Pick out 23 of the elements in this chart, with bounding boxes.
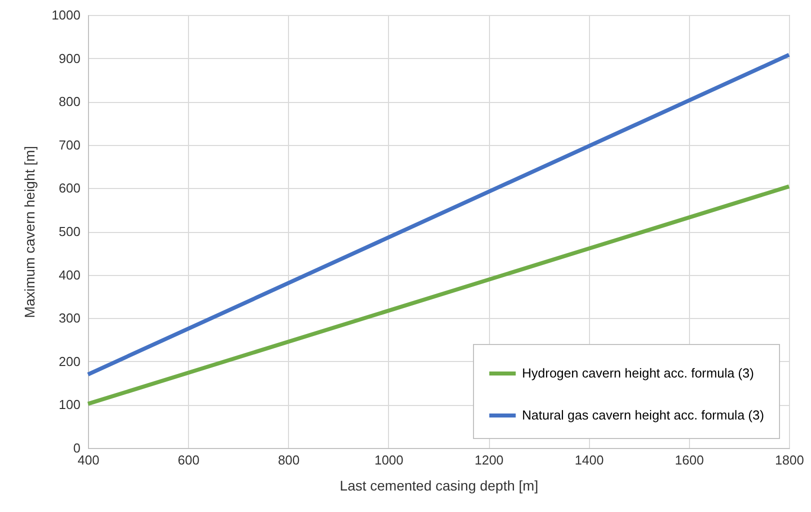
x-tick-label: 1800: [775, 452, 804, 468]
x-tick-label: 800: [278, 452, 300, 468]
y-tick-label: 300: [58, 310, 80, 326]
x-tick-label: 1000: [374, 452, 404, 468]
x-tick-label: 1200: [474, 452, 504, 468]
y-tick-label: 0: [73, 440, 80, 456]
y-tick-label: 200: [58, 354, 80, 369]
x-tick-label: 1600: [674, 452, 704, 468]
x-tick-label: 1400: [574, 452, 604, 468]
y-axis-title: Maximum cavern height [m]: [22, 146, 38, 318]
y-tick-label: 1000: [52, 8, 80, 22]
y-tick-label: 600: [58, 180, 80, 196]
x-tick-label: 600: [178, 452, 200, 468]
y-tick-label: 100: [58, 397, 80, 412]
legend-label: Natural gas cavern height acc. formula (3): [522, 408, 764, 422]
y-tick-label: 500: [58, 224, 80, 239]
x-tick-label: 400: [78, 452, 100, 468]
y-tick-label: 700: [58, 137, 80, 152]
y-tick-label: 900: [58, 50, 80, 66]
y-tick-label: 800: [58, 94, 80, 110]
y-tick-label: 400: [58, 267, 80, 282]
legend-label: Hydrogen cavern height acc. formula (3): [522, 366, 754, 380]
x-axis-title: Last cemented casing depth [m]: [340, 478, 538, 494]
